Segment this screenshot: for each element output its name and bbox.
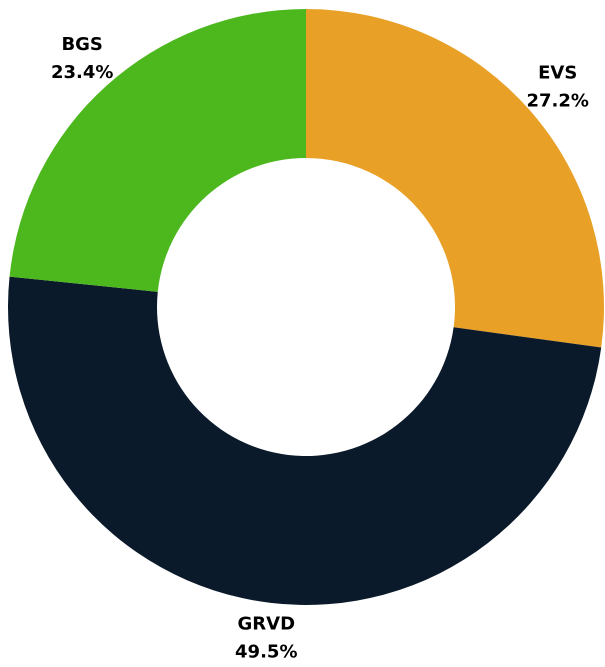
slice-value-label: 27.2%	[527, 90, 589, 111]
slice-label: BGS	[61, 34, 102, 55]
slice	[9, 9, 306, 292]
slice	[7, 276, 602, 606]
slice-value-label: 23.4%	[51, 62, 113, 83]
slice-value-label: 49.5%	[235, 642, 297, 663]
slice-label: EVS	[538, 62, 577, 83]
slice	[306, 9, 604, 348]
slice-label: GRVD	[238, 614, 296, 635]
